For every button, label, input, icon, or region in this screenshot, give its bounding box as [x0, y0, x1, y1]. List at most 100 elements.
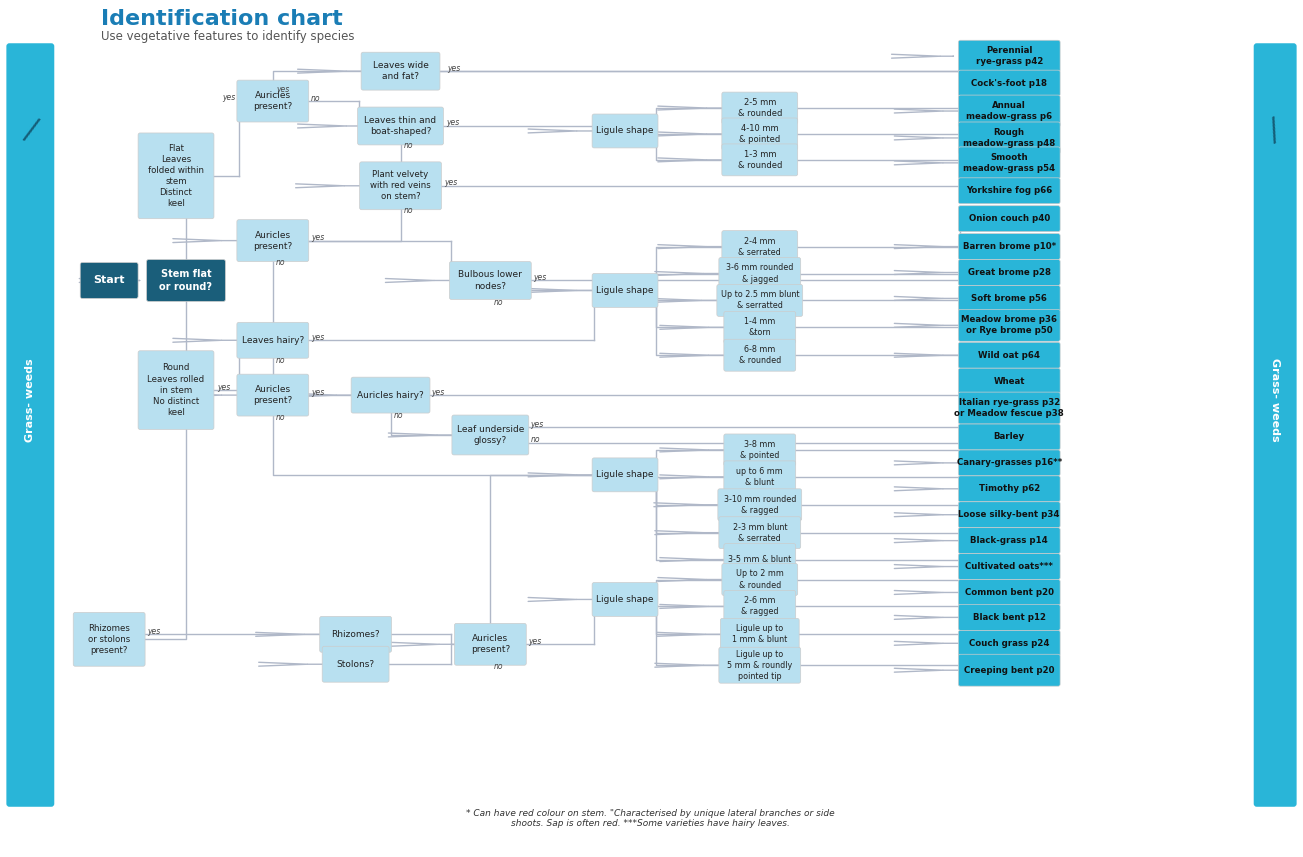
Text: Black-grass p14: Black-grass p14 [971, 536, 1048, 545]
Text: /: / [21, 115, 40, 147]
Text: Ligule shape: Ligule shape [597, 470, 654, 479]
FancyBboxPatch shape [717, 285, 803, 316]
Text: Grass- weeds: Grass- weeds [1269, 358, 1280, 442]
FancyBboxPatch shape [81, 262, 138, 298]
FancyBboxPatch shape [138, 351, 214, 429]
Text: Meadow brome p36
or Rye brome p50: Meadow brome p36 or Rye brome p50 [962, 315, 1057, 335]
FancyBboxPatch shape [722, 92, 797, 124]
FancyBboxPatch shape [361, 52, 440, 90]
Text: 6-8 mm
& rounded: 6-8 mm & rounded [739, 345, 780, 365]
Text: yes: yes [310, 387, 324, 397]
Text: yes: yes [216, 382, 231, 392]
Text: Ligule up to
5 mm & roundly
pointed tip: Ligule up to 5 mm & roundly pointed tip [727, 650, 792, 680]
Text: Cultivated oats***: Cultivated oats*** [966, 562, 1053, 571]
Text: Up to 2.5 mm blunt
& serratted: Up to 2.5 mm blunt & serratted [721, 291, 799, 310]
Text: Timothy p62: Timothy p62 [979, 484, 1040, 494]
Text: Auricles
present?: Auricles present? [253, 385, 292, 405]
Text: Auricles
present?: Auricles present? [253, 231, 292, 250]
FancyBboxPatch shape [592, 583, 658, 616]
FancyBboxPatch shape [724, 590, 796, 622]
FancyBboxPatch shape [724, 461, 796, 493]
FancyBboxPatch shape [958, 260, 1061, 285]
Text: no: no [394, 411, 403, 420]
Text: yes: yes [533, 273, 546, 282]
Text: yes: yes [223, 93, 236, 102]
FancyBboxPatch shape [73, 613, 145, 666]
Text: Ligule up to
1 mm & blunt: Ligule up to 1 mm & blunt [732, 624, 787, 644]
FancyBboxPatch shape [958, 604, 1061, 631]
Text: Identification chart: Identification chart [102, 9, 343, 29]
FancyBboxPatch shape [7, 43, 55, 806]
FancyBboxPatch shape [958, 122, 1061, 154]
FancyBboxPatch shape [450, 261, 532, 299]
Text: no: no [494, 298, 503, 307]
FancyBboxPatch shape [237, 375, 309, 416]
Text: Couch grass p24: Couch grass p24 [969, 638, 1049, 648]
Text: yes: yes [444, 178, 457, 188]
Text: no: no [530, 435, 539, 445]
Text: 1-4 mm
&torn: 1-4 mm &torn [744, 317, 775, 338]
FancyBboxPatch shape [724, 339, 796, 371]
Text: 2-6 mm
& ragged: 2-6 mm & ragged [741, 596, 778, 616]
FancyBboxPatch shape [718, 488, 801, 521]
Text: Up to 2 mm
& rounded: Up to 2 mm & rounded [736, 569, 783, 590]
FancyBboxPatch shape [958, 501, 1061, 528]
Text: /: / [1264, 115, 1285, 147]
Text: no: no [494, 662, 503, 671]
Text: Grass- weeds: Grass- weeds [25, 358, 35, 442]
Text: Stem flat
or round?: Stem flat or round? [159, 269, 212, 291]
Text: 3-10 mm rounded
& ragged: 3-10 mm rounded & ragged [723, 494, 796, 515]
FancyBboxPatch shape [958, 631, 1061, 656]
Text: * Can have red colour on stem. "Characterised by unique lateral branches or side: * Can have red colour on stem. "Characte… [465, 809, 834, 829]
FancyBboxPatch shape [724, 311, 796, 344]
FancyBboxPatch shape [958, 369, 1061, 394]
FancyBboxPatch shape [958, 450, 1061, 476]
FancyBboxPatch shape [351, 377, 430, 413]
FancyBboxPatch shape [592, 114, 658, 148]
FancyBboxPatch shape [958, 342, 1061, 369]
FancyBboxPatch shape [958, 70, 1061, 96]
Text: Auricles
present?: Auricles present? [470, 634, 509, 655]
Text: no: no [276, 258, 285, 267]
Text: Wheat: Wheat [993, 377, 1025, 386]
Text: Rhizomes?: Rhizomes? [331, 630, 380, 638]
Text: no: no [276, 356, 285, 365]
FancyBboxPatch shape [237, 219, 309, 261]
FancyBboxPatch shape [146, 260, 225, 302]
FancyBboxPatch shape [452, 415, 529, 455]
FancyBboxPatch shape [719, 517, 800, 548]
Text: Barley: Barley [994, 433, 1024, 441]
Text: 3-6 mm rounded
& jagged: 3-6 mm rounded & jagged [726, 263, 794, 284]
FancyBboxPatch shape [958, 40, 1061, 72]
Text: Rough
meadow-grass p48: Rough meadow-grass p48 [963, 128, 1055, 148]
Text: Use vegetative features to identify species: Use vegetative features to identify spec… [102, 30, 354, 43]
Text: no: no [276, 412, 285, 422]
Text: Leaves thin and
boat-shaped?: Leaves thin and boat-shaped? [365, 116, 437, 136]
FancyBboxPatch shape [319, 616, 392, 652]
Text: Soft brome p56: Soft brome p56 [971, 294, 1048, 303]
Text: 2-3 mm blunt
& serrated: 2-3 mm blunt & serrated [732, 523, 787, 542]
FancyBboxPatch shape [721, 619, 799, 650]
Text: Smooth
meadow-grass p54: Smooth meadow-grass p54 [963, 153, 1055, 173]
FancyBboxPatch shape [719, 647, 800, 683]
Text: Rhizomes
or stolons
present?: Rhizomes or stolons present? [89, 624, 130, 655]
FancyBboxPatch shape [958, 177, 1061, 204]
FancyBboxPatch shape [322, 646, 390, 682]
FancyBboxPatch shape [360, 162, 442, 210]
FancyBboxPatch shape [724, 543, 796, 576]
Text: Great brome p28: Great brome p28 [968, 268, 1050, 277]
Text: Flat
Leaves
folded within
stem
Distinct
keel: Flat Leaves folded within stem Distinct … [149, 144, 205, 208]
FancyBboxPatch shape [958, 95, 1061, 127]
Text: up to 6 mm
& blunt: up to 6 mm & blunt [736, 467, 783, 487]
FancyBboxPatch shape [958, 206, 1061, 231]
Text: no: no [404, 207, 413, 215]
Text: 1-3 mm
& rounded: 1-3 mm & rounded [737, 150, 782, 170]
Text: Loose silky-bent p34: Loose silky-bent p34 [959, 510, 1059, 519]
Text: yes: yes [530, 420, 543, 428]
Text: Round
Leaves rolled
in stem
No distinct
keel: Round Leaves rolled in stem No distinct … [147, 363, 205, 417]
Text: Leaf underside
glossy?: Leaf underside glossy? [456, 425, 524, 445]
Text: Start: Start [94, 275, 125, 285]
Text: Wild oat p64: Wild oat p64 [979, 351, 1040, 360]
FancyBboxPatch shape [958, 424, 1061, 450]
FancyBboxPatch shape [237, 81, 309, 122]
